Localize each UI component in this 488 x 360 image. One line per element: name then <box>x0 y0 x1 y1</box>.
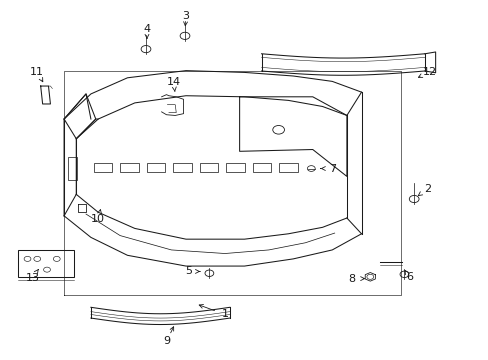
Bar <box>18 250 74 277</box>
Bar <box>279 163 297 172</box>
Text: 10: 10 <box>91 215 105 224</box>
Text: 1: 1 <box>221 310 228 319</box>
Bar <box>146 163 165 172</box>
Bar <box>120 163 139 172</box>
Text: 9: 9 <box>163 336 170 346</box>
Text: 12: 12 <box>422 67 436 77</box>
Text: 11: 11 <box>30 67 44 77</box>
Bar <box>173 163 191 172</box>
Bar <box>252 163 271 172</box>
Text: 2: 2 <box>423 184 430 194</box>
Text: 3: 3 <box>182 11 189 21</box>
Text: 4: 4 <box>143 24 150 34</box>
Text: 5: 5 <box>184 266 191 276</box>
Text: 14: 14 <box>166 77 181 87</box>
Text: 8: 8 <box>347 274 355 284</box>
Bar <box>68 157 77 180</box>
Bar <box>94 163 112 172</box>
Bar <box>226 163 244 172</box>
Text: 6: 6 <box>405 272 412 282</box>
Text: 13: 13 <box>25 273 40 283</box>
Text: 7: 7 <box>328 163 335 174</box>
Bar <box>199 163 218 172</box>
